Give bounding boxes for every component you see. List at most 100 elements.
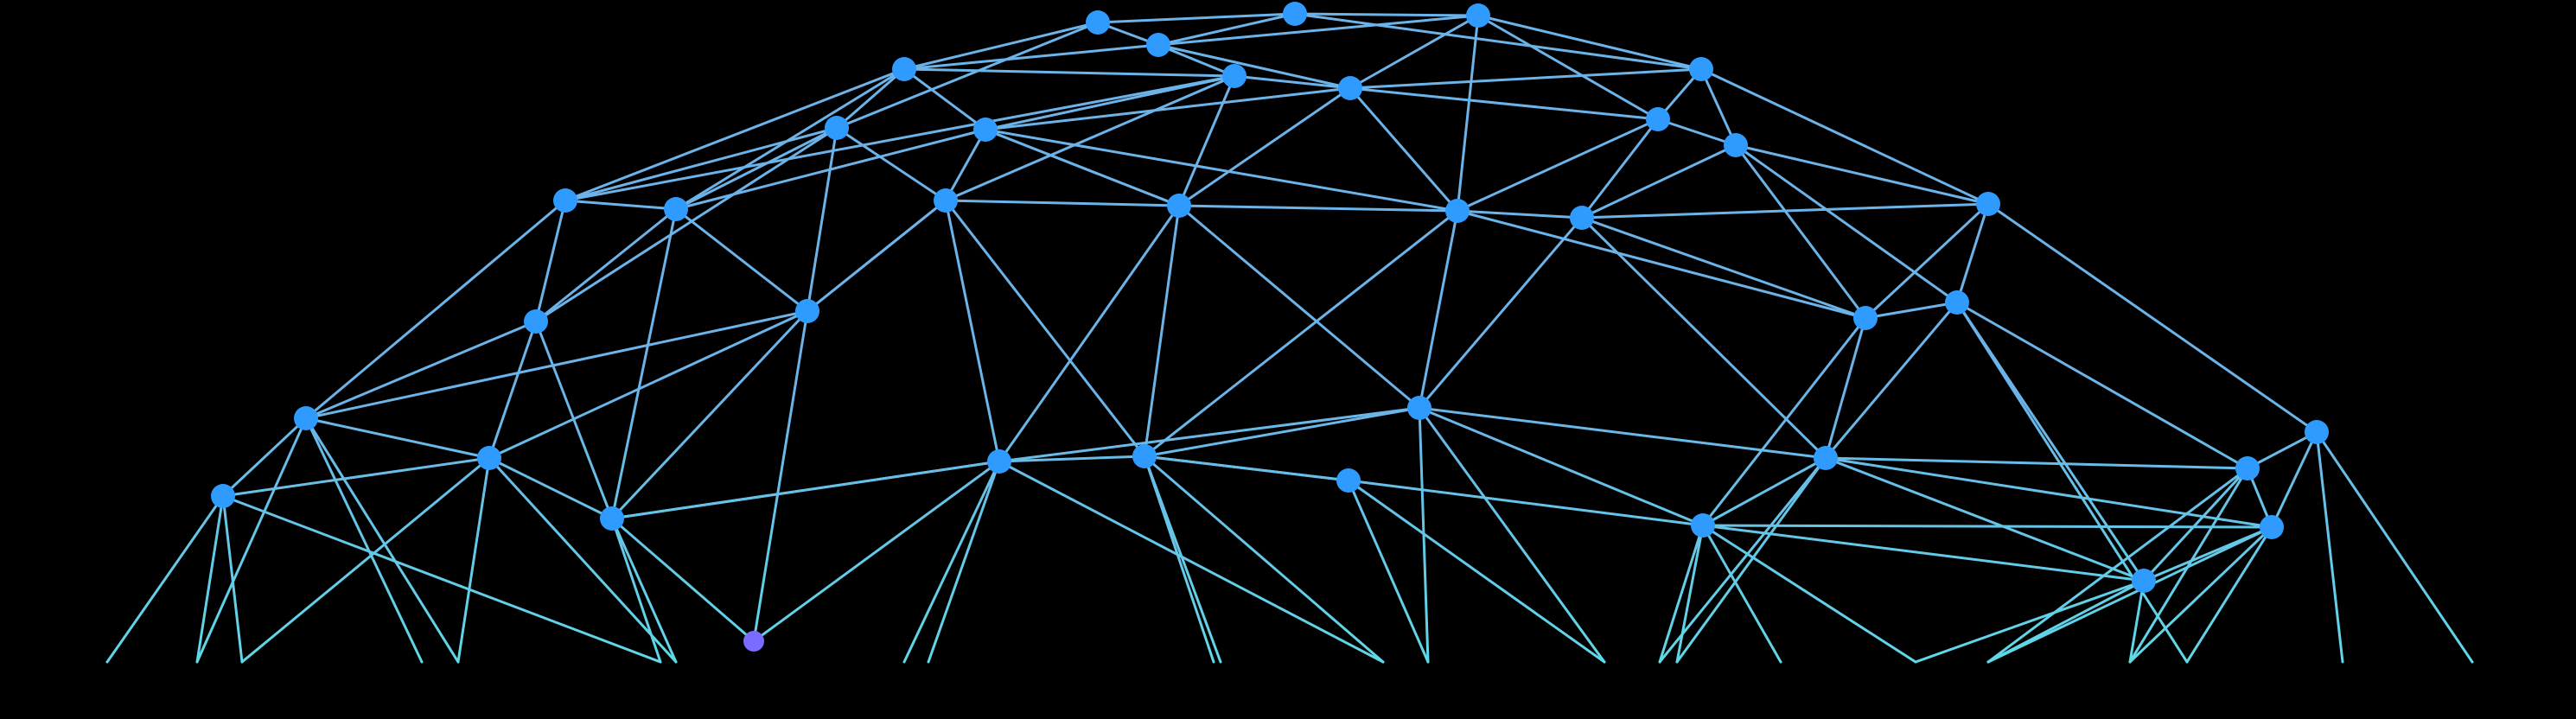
network-edge — [610, 517, 756, 643]
network-edge — [2315, 430, 2344, 664]
network-edge — [1293, 12, 1703, 71]
network-edge — [2185, 525, 2273, 664]
network-edge — [1143, 455, 1350, 482]
network-edge — [488, 309, 809, 460]
network-edge — [984, 128, 1459, 213]
network-node — [2235, 456, 2260, 480]
network-edge — [1456, 209, 1867, 320]
network-edge — [1701, 456, 1827, 527]
network-edge — [488, 320, 538, 460]
network-edge — [1955, 301, 2189, 664]
network-edge — [944, 199, 1181, 207]
network-edge — [1177, 204, 1459, 213]
network-edge — [944, 199, 1146, 458]
network-edge — [1675, 456, 1827, 664]
network-edge — [1864, 301, 1959, 320]
network-edge — [1143, 455, 1222, 664]
network-edge — [195, 494, 225, 664]
network-edge — [1734, 143, 1990, 206]
network-edge — [752, 309, 809, 643]
network-node — [294, 406, 318, 430]
network-edge — [902, 43, 1160, 71]
network-edge — [1986, 202, 2318, 434]
network-nodes — [211, 2, 2329, 652]
network-edge — [1701, 316, 1867, 527]
network-edge — [998, 406, 1421, 463]
network-edge — [304, 417, 460, 664]
network-node — [1570, 206, 1594, 230]
network-edge — [984, 128, 1181, 207]
network-node — [795, 299, 819, 323]
network-edge — [835, 67, 906, 130]
network-edge — [1701, 524, 1782, 664]
network-edge — [902, 460, 1001, 664]
network-edge — [927, 460, 1001, 664]
network-edge — [1157, 43, 1236, 78]
network-edge — [1955, 301, 2249, 470]
network-edge — [2270, 430, 2318, 529]
network-edge — [1157, 43, 1352, 90]
network-edge — [1701, 524, 1917, 664]
network-node — [892, 57, 916, 81]
network-edge — [1476, 14, 1660, 121]
network-node — [1146, 33, 1170, 57]
network-edge — [564, 74, 1236, 202]
network-edge — [998, 204, 1181, 463]
network-edge — [806, 126, 838, 313]
network-edge — [1701, 524, 2273, 529]
network-node — [211, 484, 235, 508]
network-edge — [944, 74, 1236, 202]
network-edge — [1456, 209, 1584, 220]
network-edge — [1418, 406, 1606, 664]
network-edge — [1347, 479, 1705, 527]
network-edge — [610, 460, 1001, 520]
network-edge — [1418, 209, 1459, 410]
network-edge — [902, 67, 1236, 78]
network-node — [1945, 290, 1969, 315]
network-node — [1132, 444, 1157, 468]
network-edge — [1986, 467, 2249, 664]
network-node — [1691, 513, 1715, 538]
network-node — [1338, 76, 1362, 100]
network-node — [1445, 199, 1470, 223]
network-node — [973, 118, 998, 142]
network-node — [825, 116, 849, 140]
network-edge — [304, 320, 538, 420]
network-edge — [534, 320, 614, 520]
network-node — [1724, 133, 1748, 157]
network-edge — [1864, 202, 1990, 320]
network-edge — [1824, 301, 1959, 460]
network-edge — [1143, 455, 1385, 664]
network-edge — [1157, 12, 1297, 47]
network-edge — [1418, 406, 1705, 527]
network-edge — [984, 86, 1352, 131]
network-edge — [944, 128, 987, 202]
network-edge — [2128, 525, 2273, 664]
network-edge — [304, 199, 567, 420]
network-edge — [1177, 74, 1236, 207]
network-node — [1167, 194, 1191, 218]
network-edge — [488, 456, 614, 520]
network-node — [477, 446, 501, 470]
network-edge — [304, 417, 491, 460]
network-edge — [195, 417, 308, 664]
network-edge — [1580, 143, 1738, 220]
network-edge — [2128, 467, 2249, 664]
network-edge — [1580, 216, 1827, 460]
network-edge — [1143, 406, 1421, 458]
network-edge — [1418, 406, 1827, 460]
network-edge — [2142, 467, 2249, 582]
network-edge — [1418, 216, 1584, 410]
network-node — [1222, 64, 1247, 88]
network-edge — [1675, 524, 1705, 664]
network-edge — [488, 456, 678, 664]
network-node — [553, 188, 577, 213]
network-node — [2132, 569, 2156, 593]
network-edge — [1233, 74, 1352, 90]
network-node — [1407, 396, 1431, 420]
network-edge — [1658, 524, 1705, 664]
network-edge — [221, 494, 662, 664]
network-node — [743, 631, 764, 652]
network-edge — [1349, 86, 1660, 121]
